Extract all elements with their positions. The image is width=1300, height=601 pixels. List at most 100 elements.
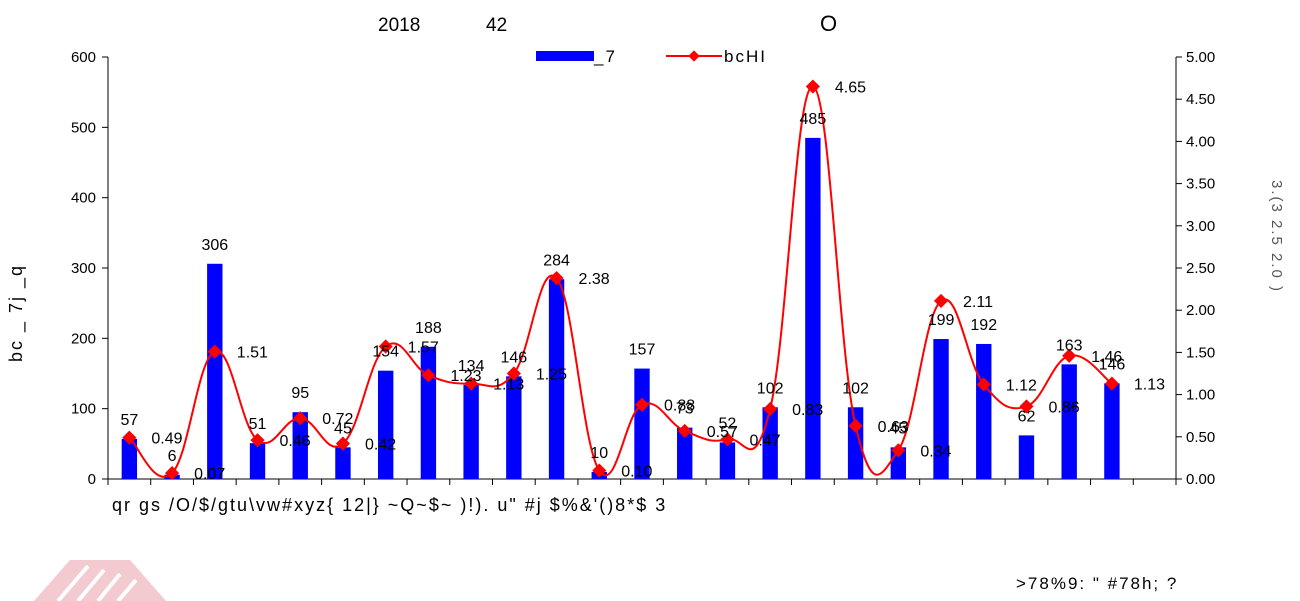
line-path [128, 85, 1113, 478]
bar-value-label: 146 [500, 349, 527, 366]
line-value-label: 1.13 [1134, 377, 1165, 394]
line-point-marker [677, 423, 692, 438]
legend-bar-swatch [536, 51, 594, 61]
line-point-marker [1104, 376, 1119, 391]
line-point-marker [976, 377, 991, 392]
bar [1104, 383, 1120, 479]
left-axis-ticks: 0 100 200 300 400 500 600 [71, 49, 1177, 488]
line-value-label: 1.23 [450, 368, 481, 385]
right-tick-label: 3.50 [1186, 176, 1215, 193]
line-value-label: 0.47 [749, 432, 780, 449]
bar-value-label: 95 [291, 385, 309, 402]
bar [121, 438, 138, 479]
line-value-label: 0.07 [194, 466, 225, 483]
bar-value-label: 154 [372, 344, 399, 361]
line-point-marker [421, 368, 436, 383]
line-point-marker [763, 401, 778, 417]
bar [1061, 364, 1077, 479]
line-value-label: 1.51 [237, 345, 268, 362]
line-point-marker [1019, 399, 1034, 414]
bar [976, 343, 992, 479]
bar-value-label: 157 [629, 342, 656, 359]
line-point-marker [293, 411, 308, 426]
left-tick-label: 500 [71, 119, 96, 136]
bar [634, 368, 650, 479]
bar [933, 339, 949, 479]
title-part-1: 2018 [378, 15, 420, 36]
bar [677, 427, 693, 479]
line-value-label: 0.46 [280, 433, 311, 450]
right-axis-title: 3.(3 2.5 2.0 ) [1268, 180, 1285, 293]
right-tick-label: 5.00 [1186, 49, 1215, 66]
bar-value-label: 199 [928, 312, 955, 329]
line-series [122, 79, 1119, 481]
left-axis-title: bc _ 7j _q [6, 264, 27, 362]
line-value-label: 4.65 [835, 80, 866, 97]
bar-value-label: 62 [1018, 408, 1036, 425]
bar-value-label: 134 [458, 358, 485, 375]
line-value-label: 0.49 [151, 431, 182, 448]
bar [292, 412, 308, 479]
bar [719, 442, 736, 479]
title-part-2: 42 [486, 15, 507, 36]
bar-value-label: 10 [590, 445, 608, 462]
chart-title: 2018 42 O [378, 11, 837, 36]
line-point-marker [848, 418, 863, 433]
line-point-marker [592, 463, 607, 478]
bar-value-label: 73 [676, 401, 694, 418]
line-point-marker [165, 466, 180, 481]
line-point-marker [549, 271, 564, 286]
line-point-marker [335, 436, 351, 451]
legend-line-marker [688, 50, 700, 62]
line-value-label: 0.42 [365, 437, 396, 454]
left-tick-label: 200 [71, 330, 96, 347]
line-value-label: 0.88 [664, 398, 695, 415]
line-value-label: 1.12 [1006, 377, 1037, 394]
line-value-label: 0.10 [621, 464, 652, 481]
left-tick-label: 400 [71, 190, 96, 207]
line-point-marker [464, 376, 479, 391]
line-point-marker [1062, 348, 1077, 363]
right-tick-label: 1.00 [1186, 387, 1215, 404]
right-tick-label: 1.50 [1186, 344, 1215, 361]
bar-value-label: 284 [543, 252, 570, 269]
right-tick-label: 0.00 [1186, 471, 1215, 488]
right-tick-label: 2.00 [1186, 302, 1215, 319]
left-tick-label: 300 [71, 260, 96, 277]
line-value-label: 0.86 [1048, 399, 1079, 416]
bar-value-label: 192 [970, 317, 997, 334]
bar-value-label: 51 [249, 416, 267, 433]
x-axis-tick-labels: qr gs /O/$/gtu\vw#xyz{ 12|} ~Q~$~ )!). u… [112, 495, 667, 515]
line-point-marker [634, 397, 650, 412]
legend: _7 bcHI [536, 47, 767, 66]
bar-value-label: 485 [800, 111, 827, 128]
bar [1018, 435, 1035, 479]
line-value-label: 0.34 [920, 443, 951, 460]
left-tick-label: 600 [71, 49, 96, 66]
line-value-label: 2.11 [963, 294, 993, 311]
line-value-label: 2.38 [579, 271, 610, 288]
line-point-marker [207, 344, 222, 359]
line-point-marker [720, 432, 735, 447]
bar [805, 137, 821, 479]
bar-value-label: 57 [120, 412, 138, 429]
line-point-marker [378, 339, 393, 354]
line-value-label: 0.63 [878, 419, 909, 436]
bar [377, 370, 394, 479]
line-value-label: 0.72 [322, 411, 353, 428]
bar-value-label: 6 [168, 448, 177, 465]
bar [463, 384, 479, 479]
bar [506, 376, 522, 479]
right-tick-label: 2.50 [1186, 260, 1215, 277]
line-value-label: 1.13 [493, 377, 524, 394]
legend-line-label: bcHI [724, 47, 767, 66]
bar-value-label: 188 [415, 320, 442, 337]
line-value-label: 0.57 [707, 424, 738, 441]
line-point-marker [250, 433, 265, 448]
bar [548, 279, 565, 479]
source-note: >78%9: " #78h; ? [1016, 574, 1178, 593]
bar-value-label: 146 [1099, 356, 1126, 373]
bar [207, 263, 223, 479]
line-value-label: 1.57 [408, 339, 439, 356]
